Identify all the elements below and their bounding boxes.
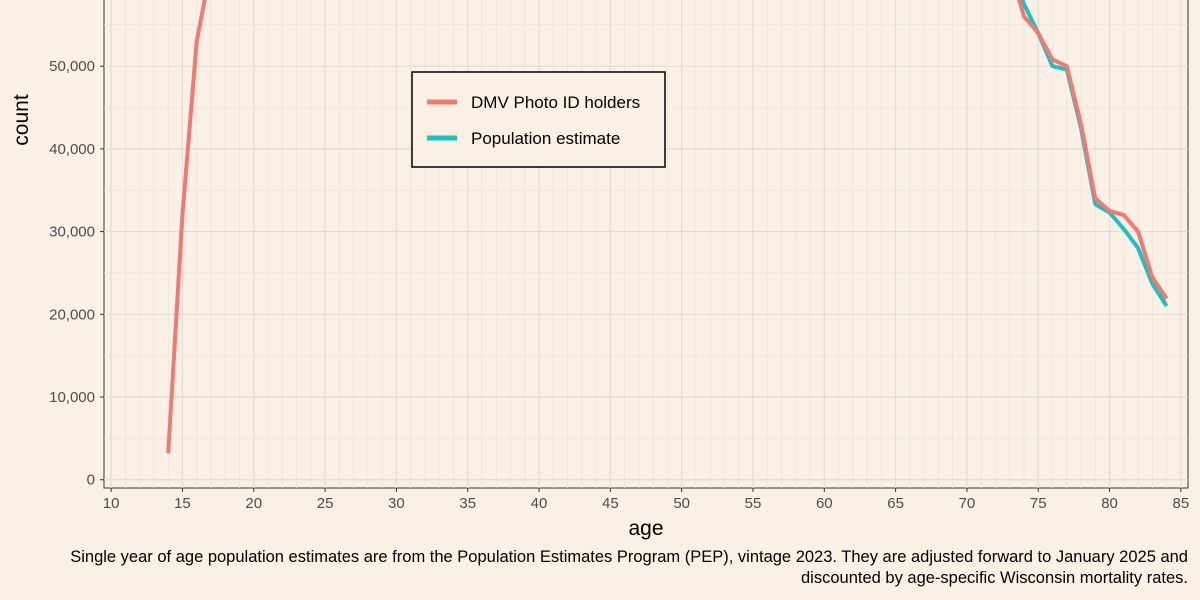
x-tick-label: 15 [174, 495, 191, 512]
x-tick-label: 10 [103, 495, 120, 512]
legend-box [411, 71, 666, 168]
x-tick-label: 85 [1173, 495, 1190, 512]
x-tick-label: 75 [1030, 495, 1047, 512]
x-tick-label: 45 [602, 495, 619, 512]
y-tick-label: 40,000 [49, 141, 95, 158]
y-tick-label: 30,000 [49, 224, 95, 241]
x-tick-label: 70 [959, 495, 976, 512]
x-tick-label: 30 [388, 495, 405, 512]
x-axis: 10 15 20 25 30 35 40 45 50 55 60 65 70 75 80 85 [103, 488, 1189, 512]
x-tick-label: 60 [816, 495, 833, 512]
legend-label-dmv: DMV Photo ID holders [471, 93, 640, 112]
series-line [166, 0, 1169, 454]
caption: Single year of age population estimates … [70, 548, 1188, 587]
x-axis-title: age [628, 517, 663, 540]
x-tick-label: 50 [673, 495, 690, 512]
x-tick-label: 80 [1101, 495, 1118, 512]
y-tick-label: 0 [87, 472, 95, 489]
series-layer [166, 0, 1169, 454]
legend-label-population: Population estimate [471, 129, 620, 148]
y-tick-label: 10,000 [49, 389, 95, 406]
x-tick-label: 35 [459, 495, 476, 512]
x-tick-label: 20 [245, 495, 262, 512]
x-tick-label: 65 [887, 495, 904, 512]
y-axis: 0 10,000 20,000 30,000 40,000 50,000 [49, 58, 104, 489]
x-tick-label: 25 [317, 495, 334, 512]
legend: DMV Photo ID holders Population estimate [411, 71, 666, 168]
y-axis-title: count [10, 94, 33, 146]
y-tick-label: 50,000 [49, 58, 95, 75]
x-tick-label: 55 [745, 495, 762, 512]
x-tick-label: 40 [531, 495, 548, 512]
y-tick-label: 20,000 [49, 306, 95, 323]
